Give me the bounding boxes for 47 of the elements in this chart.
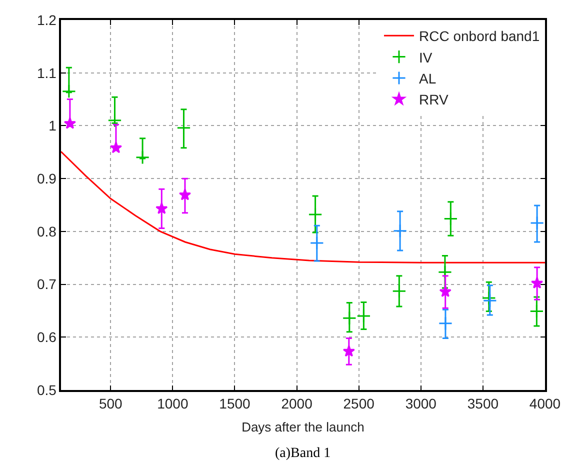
- point: [110, 142, 122, 154]
- point: [530, 216, 544, 230]
- point: [392, 284, 406, 298]
- x-tick-label: 3000: [405, 396, 437, 412]
- y-tick-label: 0.5: [36, 382, 57, 398]
- y-tick-label: 0.9: [36, 170, 57, 186]
- point: [444, 212, 458, 226]
- line-series: [61, 150, 545, 264]
- point: [439, 285, 452, 297]
- point: [135, 150, 150, 164]
- point: [308, 207, 322, 222]
- x-tick-label: 3500: [467, 396, 499, 412]
- legend-label: IV: [419, 49, 433, 66]
- legend-label: AL: [419, 70, 436, 86]
- x-tick-label: 2500: [343, 396, 375, 412]
- point: [342, 311, 356, 326]
- legend-label: RCC onbord band1: [419, 28, 540, 44]
- point: [156, 202, 168, 214]
- x-tick-label: 1500: [219, 396, 251, 412]
- point: [176, 120, 191, 135]
- legend-label: RRV: [419, 92, 449, 108]
- y-tick-label: 0.6: [36, 329, 57, 346]
- x-axis-title: Days after the launch: [242, 420, 364, 435]
- y-tick-label: 1.2: [36, 12, 57, 28]
- text: (a)Band 1: [275, 446, 331, 461]
- point: [393, 224, 408, 238]
- x-tick-label: 2000: [281, 396, 313, 412]
- point: [64, 117, 76, 129]
- y-tick-label: 1: [48, 118, 57, 134]
- point: [530, 304, 544, 318]
- y-tick-label: 0.8: [36, 223, 57, 240]
- x-tick-label: 1000: [157, 396, 188, 412]
- point: [310, 236, 324, 250]
- x-tick-label: 4000: [529, 396, 561, 412]
- point: [438, 316, 453, 330]
- y-tick-label: 1.1: [36, 64, 57, 81]
- point: [530, 276, 544, 289]
- point: [482, 290, 496, 306]
- point: [62, 84, 76, 98]
- point: [482, 294, 497, 308]
- point: [178, 188, 192, 200]
- point: [356, 308, 371, 324]
- point: [108, 113, 122, 128]
- point: [342, 345, 355, 357]
- point: [438, 265, 452, 280]
- y-tick-label: 0.7: [36, 276, 57, 292]
- x-tick-label: 500: [98, 396, 123, 412]
